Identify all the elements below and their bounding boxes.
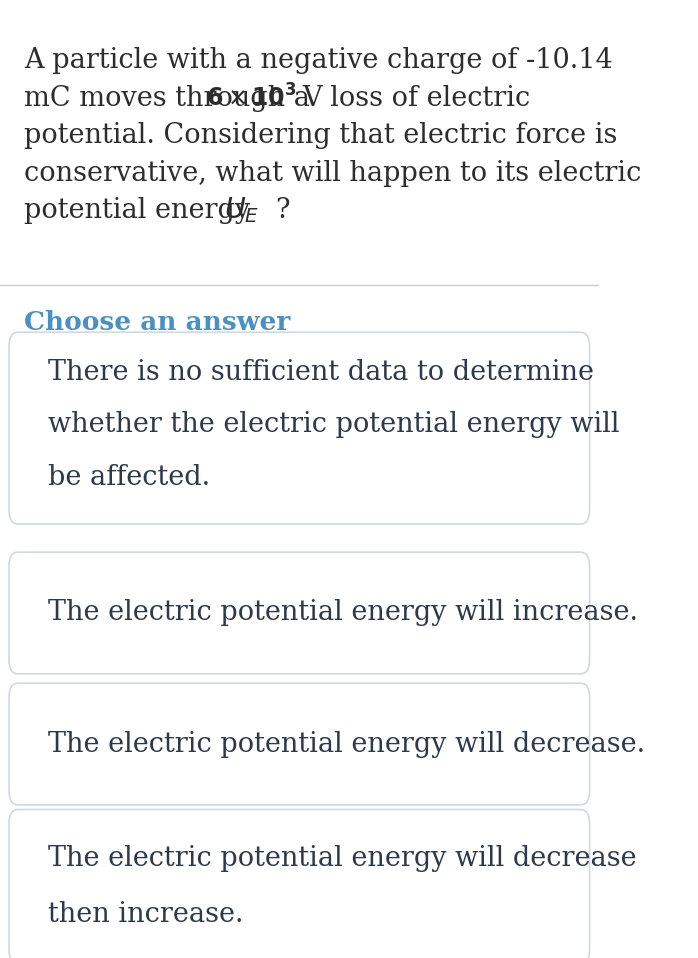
Text: The electric potential energy will decrease: The electric potential energy will decre… xyxy=(48,846,637,873)
Text: conservative, what will happen to its electric: conservative, what will happen to its el… xyxy=(24,160,641,187)
FancyBboxPatch shape xyxy=(9,683,590,805)
Text: potential energy: potential energy xyxy=(24,197,250,224)
Text: whether the electric potential energy will: whether the electric potential energy wi… xyxy=(48,411,619,439)
Text: ?: ? xyxy=(275,197,290,224)
Text: Choose an answer: Choose an answer xyxy=(24,310,290,335)
Text: The electric potential energy will decrease.: The electric potential energy will decre… xyxy=(48,731,645,758)
Text: $\mathbf{6} \times \mathbf{10^3}$: $\mathbf{6} \times \mathbf{10^3}$ xyxy=(207,84,297,112)
Text: mC moves through a: mC moves through a xyxy=(24,84,310,112)
Text: V loss of electric: V loss of electric xyxy=(302,84,530,112)
FancyBboxPatch shape xyxy=(9,332,590,524)
FancyBboxPatch shape xyxy=(9,552,590,673)
Text: potential. Considering that electric force is: potential. Considering that electric for… xyxy=(24,123,617,149)
Text: There is no sufficient data to determine: There is no sufficient data to determine xyxy=(48,359,594,386)
Text: be affected.: be affected. xyxy=(48,464,210,490)
Text: then increase.: then increase. xyxy=(48,901,244,928)
FancyBboxPatch shape xyxy=(9,810,590,958)
Text: A particle with a negative charge of -10.14: A particle with a negative charge of -10… xyxy=(24,47,613,75)
Text: The electric potential energy will increase.: The electric potential energy will incre… xyxy=(48,600,638,627)
Text: $\mathit{U_E}$: $\mathit{U_E}$ xyxy=(225,195,260,225)
